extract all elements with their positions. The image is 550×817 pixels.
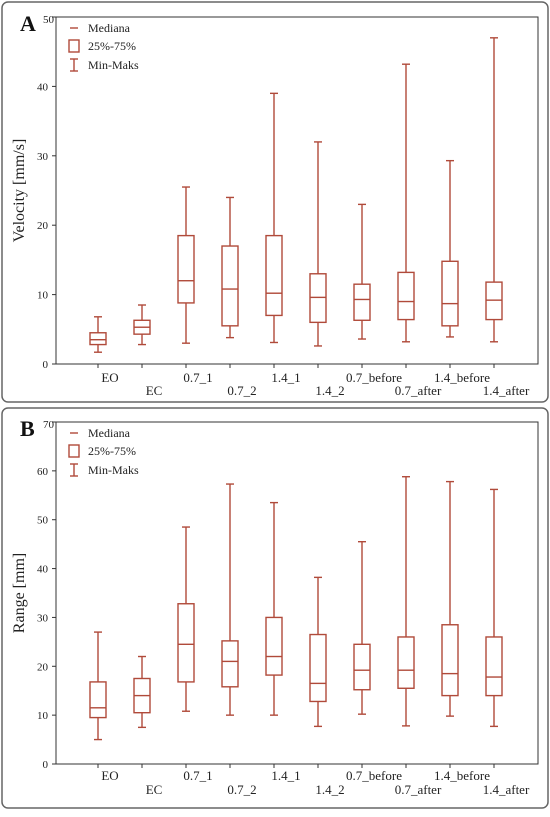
box-0.7_1 (177, 526, 195, 712)
x-tick-label: 1.4_after (483, 383, 530, 398)
box-EO (89, 316, 107, 353)
box-EC (133, 655, 151, 729)
iqr-box (441, 624, 459, 697)
legend-item-minmax: Min-Maks (88, 58, 139, 72)
plot-area-border (55, 16, 539, 365)
legend-item-median: Mediana (88, 426, 131, 440)
x-tick-label: 0.7_1 (183, 370, 212, 385)
iqr-box (177, 603, 195, 683)
y-tick-label: 10 (37, 290, 49, 302)
iqr-box (353, 283, 371, 321)
plot-area-border (55, 421, 539, 765)
legend-item-median: Mediana (88, 21, 131, 35)
x-tick-label: 0.7_before (346, 768, 402, 783)
x-tick-label: 1.4_before (434, 768, 490, 783)
legend-box-symbol (68, 39, 80, 53)
x-tick-label: 1.4_before (434, 370, 490, 385)
x-tick-label: EO (101, 370, 118, 385)
box-1.4_after (485, 488, 503, 728)
iqr-box (89, 332, 107, 346)
panel-a: 0 10 20 30 40 50 A Velocity [mm/s] EO EC 0.7_1 0.7_… (1, 1, 549, 403)
box-EC (133, 304, 151, 346)
box-0.7_1 (177, 186, 195, 344)
y-tick-label: 30 (37, 151, 49, 163)
box-0.7_after (397, 63, 415, 343)
x-tick-label: 1.4_2 (315, 782, 344, 797)
x-tick-label: EO (101, 768, 118, 783)
legend-item-iqr: 25%-75% (88, 39, 136, 53)
box-1.4_before (441, 159, 459, 338)
iqr-box (353, 643, 371, 691)
x-tick-label: 0.7_2 (227, 782, 256, 797)
y-tick-label: 20 (37, 661, 49, 673)
legend: Mediana 25%-75% Min-Maks (68, 21, 139, 72)
legend-box-symbol (68, 444, 80, 458)
box-1.4_2 (309, 576, 327, 728)
box-1.4_2 (309, 141, 327, 347)
box-0.7_before (353, 203, 371, 340)
y-tick-label: 0 (43, 759, 49, 771)
legend: Mediana 25%-75% Min-Maks (68, 426, 139, 477)
y-tick-label: 50 (37, 515, 49, 527)
box-1.4_1 (265, 501, 283, 716)
x-tick-label: 1.4_1 (271, 768, 300, 783)
iqr-box (397, 636, 415, 689)
y-tick-label: 70 (43, 419, 55, 431)
x-tick-label: 1.4_after (483, 782, 530, 797)
box-1.4_1 (265, 92, 283, 344)
box-0.7_before (353, 541, 371, 715)
x-tick-label: 0.7_2 (227, 383, 256, 398)
iqr-box (397, 271, 415, 321)
box-0.7_after (397, 476, 415, 727)
x-tick-label: 0.7_after (395, 383, 442, 398)
box-0.7_2 (221, 196, 239, 339)
iqr-box (309, 633, 327, 703)
y-tick-label: 0 (43, 359, 49, 371)
panel-letter: B (20, 416, 35, 441)
y-axis-label: Velocity [mm/s] (11, 139, 28, 243)
panel-letter: A (20, 11, 36, 36)
y-tick-label: 40 (37, 81, 49, 93)
panel-frame (1, 407, 549, 809)
box-1.4_before (441, 480, 459, 717)
iqr-box (177, 234, 195, 304)
y-tick-label: 60 (37, 466, 49, 478)
iqr-box (265, 616, 283, 676)
iqr-box (221, 640, 239, 688)
y-tick-label: 50 (43, 14, 55, 26)
box-1.4_after (485, 37, 503, 343)
x-tick-label: 0.7_after (395, 782, 442, 797)
iqr-box (441, 260, 459, 327)
box-0.7_2 (221, 483, 239, 716)
y-axis-label: Range [mm] (11, 553, 28, 633)
legend-item-minmax: Min-Maks (88, 463, 139, 477)
x-tick-label: 1.4_2 (315, 383, 344, 398)
iqr-box (265, 234, 283, 317)
panel-b: 0 10 20 30 40 50 60 70 B Range [mm] EO EC 0.7_1 0.7_2… (1, 407, 549, 809)
iqr-box (89, 681, 107, 719)
x-tick-label: EC (146, 383, 163, 398)
y-tick-label: 10 (37, 710, 49, 722)
y-tick-label: 20 (37, 220, 49, 232)
legend-item-iqr: 25%-75% (88, 444, 136, 458)
x-tick-label: EC (146, 782, 163, 797)
x-tick-label: 1.4_1 (271, 370, 300, 385)
iqr-box (221, 245, 239, 327)
x-tick-label: 0.7_before (346, 370, 402, 385)
iqr-box (485, 636, 503, 697)
box-EO (89, 631, 107, 741)
x-tick-label: 0.7_1 (183, 768, 212, 783)
y-tick-label: 40 (37, 564, 49, 576)
y-tick-label: 30 (37, 612, 49, 624)
